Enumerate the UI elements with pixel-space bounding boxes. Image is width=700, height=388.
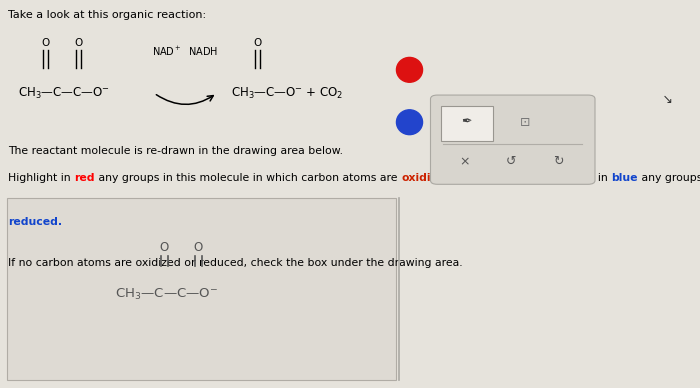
Text: O: O — [41, 38, 50, 48]
Ellipse shape — [396, 57, 423, 82]
Text: blue: blue — [611, 173, 638, 183]
Text: any groups in this molecule in which carbon atoms are: any groups in this molecule in which car… — [95, 173, 401, 183]
Ellipse shape — [396, 110, 423, 135]
Text: oxidized: oxidized — [401, 173, 452, 183]
Text: ↻: ↻ — [553, 155, 563, 168]
Text: ✒: ✒ — [462, 116, 472, 129]
Text: ↖: ↖ — [659, 90, 671, 104]
Text: CH$_3$—C—C—O$^{-}$: CH$_3$—C—C—O$^{-}$ — [116, 288, 218, 302]
Text: O: O — [160, 241, 169, 254]
Text: NAD$^+$  NADH: NAD$^+$ NADH — [153, 45, 218, 58]
Text: any groups in which carbon atoms are: any groups in which carbon atoms are — [638, 173, 700, 183]
Text: Highlight in: Highlight in — [8, 173, 74, 183]
Text: red: red — [74, 173, 95, 183]
Text: reduced.: reduced. — [8, 217, 62, 227]
Text: CH$_3$—C—C—O$^{-}$: CH$_3$—C—C—O$^{-}$ — [18, 86, 109, 100]
Text: ×: × — [459, 155, 469, 168]
Text: by the reaction. Highlight in: by the reaction. Highlight in — [452, 173, 611, 183]
FancyBboxPatch shape — [7, 198, 395, 380]
Text: ↺: ↺ — [505, 155, 517, 168]
FancyBboxPatch shape — [441, 106, 493, 141]
Text: O: O — [74, 38, 83, 48]
Text: The reactant molecule is re-drawn in the drawing area below.: The reactant molecule is re-drawn in the… — [8, 146, 344, 156]
Text: O: O — [193, 241, 203, 254]
FancyBboxPatch shape — [430, 95, 595, 184]
Text: O: O — [253, 38, 262, 48]
Text: CH$_3$—C—O$^{-}$ + CO$_2$: CH$_3$—C—O$^{-}$ + CO$_2$ — [231, 86, 344, 100]
Text: If no carbon atoms are oxidized or reduced, check the box under the drawing area: If no carbon atoms are oxidized or reduc… — [8, 258, 463, 268]
Text: Take a look at this organic reaction:: Take a look at this organic reaction: — [8, 10, 206, 20]
Text: ⊡: ⊡ — [519, 116, 531, 129]
